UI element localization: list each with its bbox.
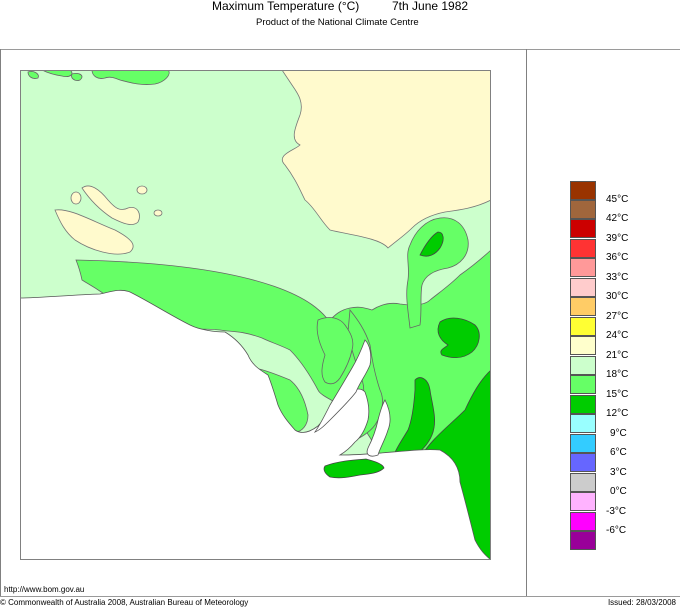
temperature-map [20,70,491,560]
region-12-15-central-blob [437,317,480,359]
copyright-notice: © Commonwealth of Australia 2008, Austra… [0,598,249,607]
region-12-15-north-blob [419,231,444,257]
region-15-18-north-2 [41,70,73,77]
legend-label: 39°C [606,233,629,244]
legend-swatch [570,473,596,492]
region-21-24-west-island-1 [54,209,134,255]
legend-swatch [570,375,596,394]
map-header: Maximum Temperature (°C) 7th June 1982 P… [0,0,680,40]
frame-border-bottom [0,596,680,597]
legend-swatch [570,239,596,258]
legend-label: 12°C [606,408,629,419]
source-url: http://www.bom.gov.au [4,585,85,594]
frame-border-top [0,49,680,50]
legend-swatch [570,531,596,550]
map-date: 7th June 1982 [392,0,469,13]
sea-spencer-gulf [313,339,372,433]
region-21-24-islet [153,209,163,217]
region-21-24-northeast [281,70,491,249]
legend-swatch [570,492,596,511]
legend-swatch [570,336,596,355]
legend-label: -6°C [606,525,627,536]
region-15-18-north-3 [71,73,83,81]
map-subtitle: Product of the National Climate Centre [256,17,419,28]
legend-swatch [570,219,596,238]
legend-label: -3°C [606,506,627,517]
issued-date: Issued: 28/03/2008 [607,598,676,607]
map-border [20,70,491,560]
legend-label: 33°C [606,272,629,283]
legend-label: 45°C [606,194,629,205]
legend-label: 6°C [610,447,627,458]
region-21-24-islet [70,191,82,205]
legend-label: 36°C [606,252,629,263]
legend-label: 9°C [610,428,627,439]
legend-label: 21°C [606,350,629,361]
region-21-24-islet [136,185,148,195]
region-15-18-north-1 [27,71,39,79]
legend-label: 24°C [606,330,629,341]
legend-swatch [570,258,596,277]
legend-swatch [570,453,596,472]
legend-label: 3°C [610,467,627,478]
legend-label: 27°C [606,311,629,322]
region-15-18-north-4 [91,70,170,85]
legend-swatch [570,434,596,453]
sea-gulf-st-vincent [366,399,391,457]
legend-label: 30°C [606,291,629,302]
frame-divider [526,49,527,597]
map-title: Maximum Temperature (°C) [212,0,360,13]
legend-swatch [570,297,596,316]
region-21-24-west-island-2 [81,185,140,225]
legend-label: 42°C [606,213,629,224]
frame-border-left [0,49,1,597]
legend-label: 15°C [606,389,629,400]
legend-swatch [570,414,596,433]
legend-swatch [570,512,596,531]
region-15-18-north-plume [406,217,469,329]
legend-swatch [570,200,596,219]
legend-swatch [570,278,596,297]
region-15-18-peninsula-yorke [316,317,354,385]
legend-label: 0°C [610,486,627,497]
legend-swatch [570,356,596,375]
legend-swatch [570,317,596,336]
legend-swatch [570,181,596,200]
legend-label: 18°C [606,369,629,380]
region-12-15-kangaroo-island-top [323,458,385,479]
legend-swatch [570,395,596,414]
